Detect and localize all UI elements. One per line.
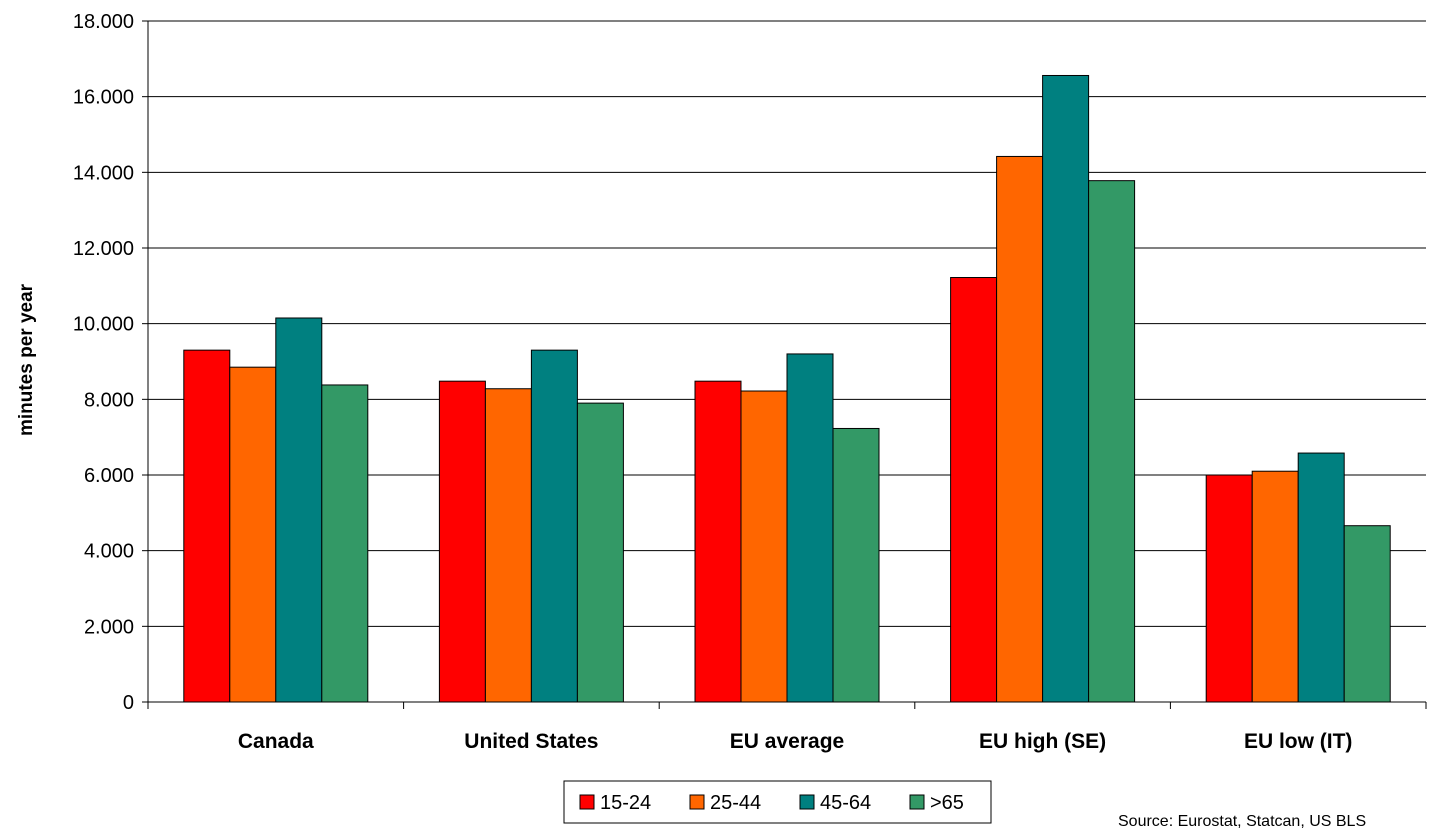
legend-swatch (909, 794, 925, 810)
category-label: United States (464, 730, 598, 753)
y-tick-label: 6.000 (84, 465, 134, 487)
bar (321, 384, 369, 703)
y-tick-label: 0 (123, 692, 134, 714)
y-tick-label: 8.000 (84, 389, 134, 411)
y-tick-label: 4.000 (84, 541, 134, 563)
category-label: Canada (238, 730, 314, 753)
source-note: Source: Eurostat, Statcan, US BLS (1118, 813, 1366, 830)
y-tick-label: 12.000 (73, 238, 134, 260)
bar (576, 402, 624, 703)
bar (530, 349, 578, 703)
y-tick-label: 16.000 (73, 87, 134, 109)
bar (832, 427, 880, 703)
bar (484, 388, 532, 703)
legend-swatch (579, 794, 595, 810)
bar (950, 277, 998, 703)
bar (694, 380, 742, 703)
bar (1088, 180, 1136, 703)
category-label: EU average (730, 730, 844, 753)
y-tick-label: 2.000 (84, 616, 134, 638)
legend-swatch (799, 794, 815, 810)
bar (229, 366, 277, 703)
y-tick-labels: 0 2.000 4.000 6.000 8.000 10.000 12.000 14.000 1… (73, 11, 134, 714)
bar (996, 155, 1044, 703)
y-tick-label: 18.000 (73, 11, 134, 33)
bar (740, 390, 788, 703)
bar (786, 353, 834, 703)
axes (142, 20, 1427, 709)
legend: 15-24 25-44 45-64 >65 (563, 780, 992, 824)
bar (1297, 452, 1345, 703)
legend-label: 45-64 (820, 792, 871, 814)
category-labels: Canada United States EU average EU high (SE… (238, 730, 1353, 753)
legend-label: 25-44 (710, 792, 761, 814)
bar (1251, 470, 1299, 703)
y-axis-title: minutes per year (16, 283, 37, 436)
legend-label: 15-24 (600, 792, 651, 814)
category-label: EU low (IT) (1244, 730, 1353, 753)
legend-label: >65 (930, 792, 964, 814)
legend-swatch (689, 794, 705, 810)
y-tick-label: 10.000 (73, 314, 134, 336)
bar (438, 380, 486, 703)
bars (183, 74, 1391, 703)
bar (1205, 474, 1253, 703)
bar (183, 349, 231, 703)
bar (1343, 525, 1391, 703)
bar (275, 317, 323, 703)
bar (1042, 74, 1090, 703)
y-tick-label: 14.000 (73, 162, 134, 184)
category-label: EU high (SE) (979, 730, 1106, 753)
